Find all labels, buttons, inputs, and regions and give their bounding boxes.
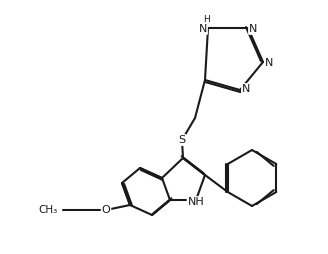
Text: H: H [204,15,210,24]
Text: O: O [102,205,111,215]
Text: N: N [249,24,257,34]
Text: NH: NH [188,197,204,207]
Text: S: S [178,135,186,145]
Text: N: N [199,24,207,34]
Text: CH₃: CH₃ [39,205,58,215]
Text: N: N [242,84,250,94]
Text: N: N [265,58,273,68]
